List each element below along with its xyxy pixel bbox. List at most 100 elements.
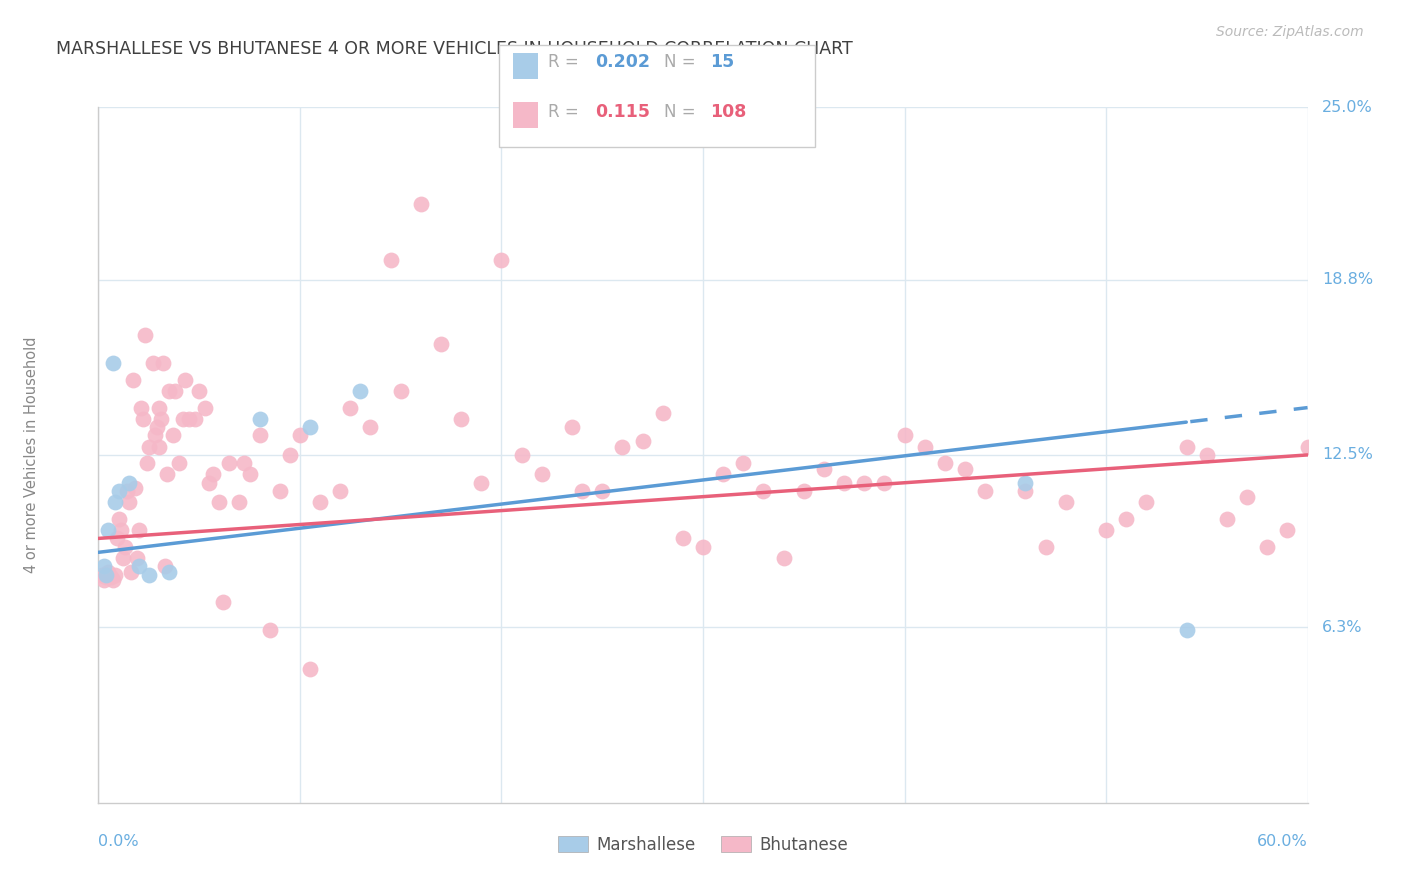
Point [813,462,835,476]
Point [188,384,211,398]
Point [1277,523,1299,537]
Point [934,456,956,470]
Point [146,420,169,434]
Point [360,420,382,434]
Point [128,559,150,574]
Point [309,495,332,509]
Point [202,467,225,482]
Point [1054,495,1077,509]
Point [239,467,262,482]
Text: 0.202: 0.202 [595,54,650,71]
Point [148,440,170,454]
Point [152,356,174,370]
Point [249,411,271,425]
Point [409,197,432,211]
Point [561,420,583,434]
Point [91,567,114,582]
Point [134,328,156,343]
Text: R =: R = [548,54,585,71]
Point [103,495,125,509]
Point [101,573,124,587]
Point [288,428,311,442]
Point [1014,484,1036,499]
Point [107,484,129,499]
Text: 108: 108 [710,103,747,120]
Point [1175,440,1198,454]
Point [149,411,172,425]
Point [157,384,180,398]
Point [105,532,128,546]
Point [612,440,634,454]
Point [389,384,412,398]
Point [184,411,207,425]
Point [118,475,141,490]
Point [128,523,150,537]
Point [162,428,184,442]
Point [470,475,492,490]
Point [118,495,141,509]
Point [450,411,472,425]
Point [103,567,125,582]
Point [129,401,152,415]
Point [591,484,613,499]
Text: 12.5%: 12.5% [1322,448,1374,462]
Point [299,420,322,434]
Point [430,336,453,351]
Text: 0.115: 0.115 [595,103,650,120]
Point [143,428,166,442]
Point [120,565,142,579]
Point [142,356,165,370]
Point [93,559,115,574]
Point [914,440,936,454]
Point [132,411,155,425]
Point [299,662,322,676]
Point [1035,540,1057,554]
Point [153,559,176,574]
Point [124,481,146,495]
Point [349,384,371,398]
Legend: Marshallese, Bhutanese: Marshallese, Bhutanese [551,830,855,861]
Point [1195,448,1218,462]
Point [278,448,301,462]
Point [232,456,254,470]
Point [380,253,402,268]
Point [651,406,673,420]
Point [138,440,160,454]
Point [1095,523,1118,537]
Point [163,384,186,398]
Point [491,253,513,268]
Point [631,434,654,448]
Point [672,532,695,546]
Point [107,512,129,526]
Point [212,595,235,609]
Text: Source: ZipAtlas.com: Source: ZipAtlas.com [1216,25,1364,39]
Text: 6.3%: 6.3% [1322,620,1362,635]
Point [1115,512,1137,526]
Text: R =: R = [548,103,585,120]
Text: 25.0%: 25.0% [1322,100,1372,114]
Point [121,373,143,387]
Point [571,484,593,499]
Point [93,573,115,587]
Point [329,484,352,499]
Point [269,484,291,499]
Text: 0.0%: 0.0% [98,834,139,849]
Point [97,523,120,537]
Point [138,567,160,582]
Point [1256,540,1278,554]
Point [198,475,221,490]
Point [249,428,271,442]
Point [1135,495,1157,509]
Point [530,467,553,482]
Point [1216,512,1239,526]
Text: 15: 15 [710,54,734,71]
Point [953,462,976,476]
Point [832,475,855,490]
Point [101,356,124,370]
Point [125,550,148,565]
Point [96,567,118,582]
Point [853,475,876,490]
Text: N =: N = [664,103,700,120]
Point [111,550,134,565]
Point [172,411,194,425]
